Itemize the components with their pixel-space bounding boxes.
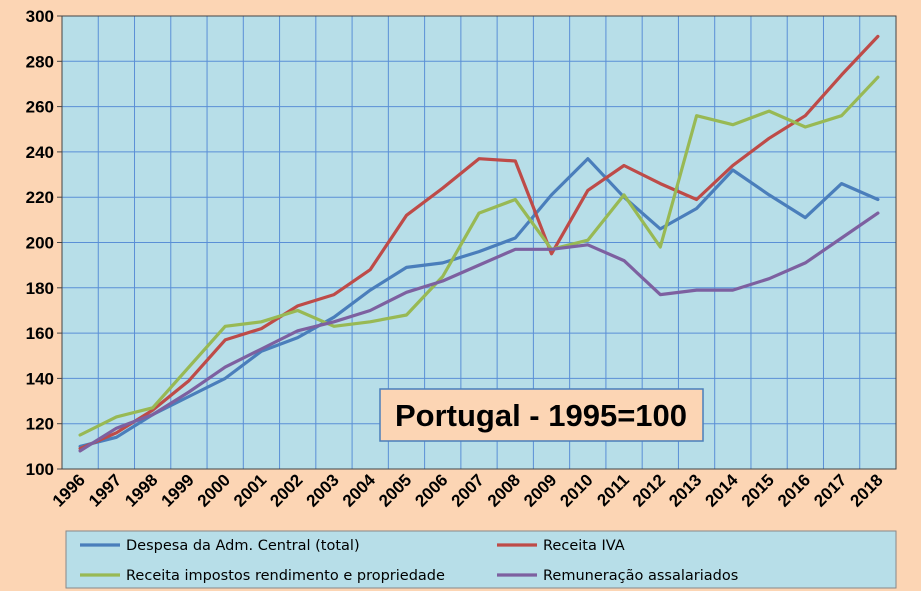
x-tick-label: 2015 (738, 470, 778, 510)
x-tick-label: 1997 (85, 470, 125, 510)
legend-box (65, 530, 897, 589)
y-tick-label: 300 (26, 7, 54, 26)
legend-label: Receita IVA (543, 538, 625, 554)
y-tick-label: 260 (26, 98, 54, 117)
x-tick-label: 2014 (701, 470, 742, 511)
legend-label: Remuneração assalariados (543, 568, 738, 584)
y-tick-label: 240 (26, 143, 54, 162)
x-tick-label: 2017 (810, 470, 850, 510)
legend: Despesa da Adm. Central (total) Receita I… (65, 530, 897, 589)
legend-label: Receita impostos rendimento e propriedad… (126, 568, 445, 584)
y-tick-label: 200 (26, 234, 54, 253)
x-tick-label: 2012 (629, 470, 669, 510)
x-tick-label: 1999 (158, 470, 198, 510)
y-axis-ticks: 100 120 140 160 180 200 220 240 260 280 300 (26, 7, 62, 479)
title-box (379, 388, 704, 442)
series-lines (78, 34, 880, 453)
x-tick-label: 2011 (593, 470, 633, 510)
x-tick-label: 2001 (230, 470, 270, 510)
chart-title: Portugal - 1995=100 (395, 398, 687, 433)
x-tick-label: 2018 (847, 470, 887, 510)
x-tick-label: 2013 (665, 470, 705, 510)
series-line-1 (78, 157, 880, 448)
chart-title-box: Portugal - 1995=100 (379, 388, 704, 442)
series-line-4 (78, 211, 880, 453)
x-tick-label: 2010 (556, 470, 596, 510)
y-tick-label: 100 (26, 460, 54, 479)
x-tick-label: 2000 (194, 470, 234, 510)
y-tick-label: 220 (26, 188, 54, 207)
x-tick-label: 2008 (484, 470, 524, 510)
y-tick-label: 120 (26, 415, 54, 434)
x-tick-label: 2003 (303, 470, 343, 510)
y-tick-label: 180 (26, 279, 54, 298)
x-tick-label: 1998 (121, 470, 161, 510)
legend-label: Despesa da Adm. Central (total) (126, 538, 360, 554)
x-tick-label: 2006 (411, 470, 451, 510)
x-tick-label: 2004 (339, 470, 380, 511)
x-tick-label: 2009 (520, 470, 560, 510)
series-line-2 (78, 34, 880, 451)
y-tick-label: 140 (26, 369, 54, 388)
series-line-3 (78, 75, 880, 437)
x-tick-label: 2005 (375, 470, 415, 510)
y-tick-label: 160 (26, 324, 54, 343)
x-tick-label: 2002 (266, 470, 306, 510)
x-tick-label: 2007 (448, 470, 488, 510)
y-tick-label: 280 (26, 52, 54, 71)
x-axis-ticks: 1996199719981999200020012002200320042005… (49, 470, 887, 511)
x-tick-label: 1996 (49, 470, 89, 510)
x-tick-label: 2016 (774, 470, 814, 510)
